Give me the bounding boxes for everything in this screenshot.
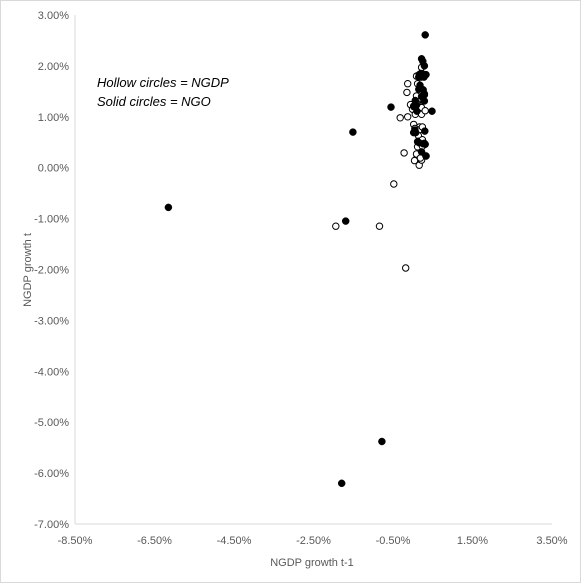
solid-point	[378, 437, 386, 446]
solid-point	[422, 152, 430, 160]
hollow-point	[400, 149, 408, 157]
solid-point	[341, 217, 350, 225]
solid-point	[419, 57, 427, 66]
x-tick-label: 3.50%	[536, 535, 567, 547]
x-tick-label: -4.50%	[217, 535, 252, 547]
hollow-point	[421, 107, 429, 115]
y-tick-label: -3.00%	[34, 315, 69, 327]
solid-point	[417, 69, 425, 78]
x-tick-label: -2.50%	[296, 535, 331, 547]
hollow-point	[410, 156, 419, 165]
y-tick-label: -2.00%	[34, 265, 69, 277]
hollow-point	[402, 264, 410, 272]
y-tick-label: -5.00%	[34, 417, 69, 429]
scatter-points	[164, 31, 436, 488]
annotation-hollow: Hollow circles = NGDP	[97, 75, 229, 90]
y-tick-label: 1.00%	[38, 112, 69, 124]
x-tick-label: 1.50%	[457, 535, 488, 547]
hollow-point	[404, 80, 412, 88]
hollow-point	[332, 222, 340, 230]
solid-point	[421, 127, 429, 135]
y-tick-label: -4.00%	[34, 366, 69, 378]
solid-point	[411, 126, 419, 134]
hollow-point	[390, 180, 398, 188]
solid-point	[428, 107, 436, 115]
solid-point	[420, 91, 429, 99]
y-tick-label: -1.00%	[34, 214, 69, 226]
y-tick-label: -7.00%	[34, 519, 69, 531]
hollow-point	[375, 222, 384, 230]
y-tick-label: 0.00%	[38, 163, 69, 175]
hollow-point	[404, 113, 412, 121]
solid-point	[349, 128, 357, 136]
y-tick-label: -6.00%	[34, 468, 69, 480]
solid-point	[421, 31, 429, 39]
y-axis-tick-labels: 3.00% 2.00% 1.00% 0.00% -1.00% -2.00% -3.00% -4…	[34, 10, 69, 531]
annotation-solid: Solid circles = NGO	[97, 94, 211, 109]
solid-point	[409, 102, 418, 110]
y-tick-label: 2.00%	[38, 61, 69, 73]
y-axis-title: NGDP growth t	[22, 233, 34, 307]
x-axis-tick-labels: -8.50% -6.50% -4.50% -2.50% -0.50% 1.50% 3.50%	[58, 535, 568, 547]
x-tick-label: -8.50%	[58, 535, 93, 547]
x-tick-label: -6.50%	[137, 535, 172, 547]
hollow-point	[396, 114, 404, 122]
hollow-point	[403, 88, 411, 97]
solid-point	[421, 140, 429, 149]
solid-point	[387, 103, 395, 111]
y-tick-label: 3.00%	[38, 10, 69, 22]
solid-point	[164, 203, 173, 212]
solid-point	[337, 479, 346, 488]
x-axis-title: NGDP growth t-1	[270, 557, 354, 569]
x-tick-label: -0.50%	[376, 535, 411, 547]
